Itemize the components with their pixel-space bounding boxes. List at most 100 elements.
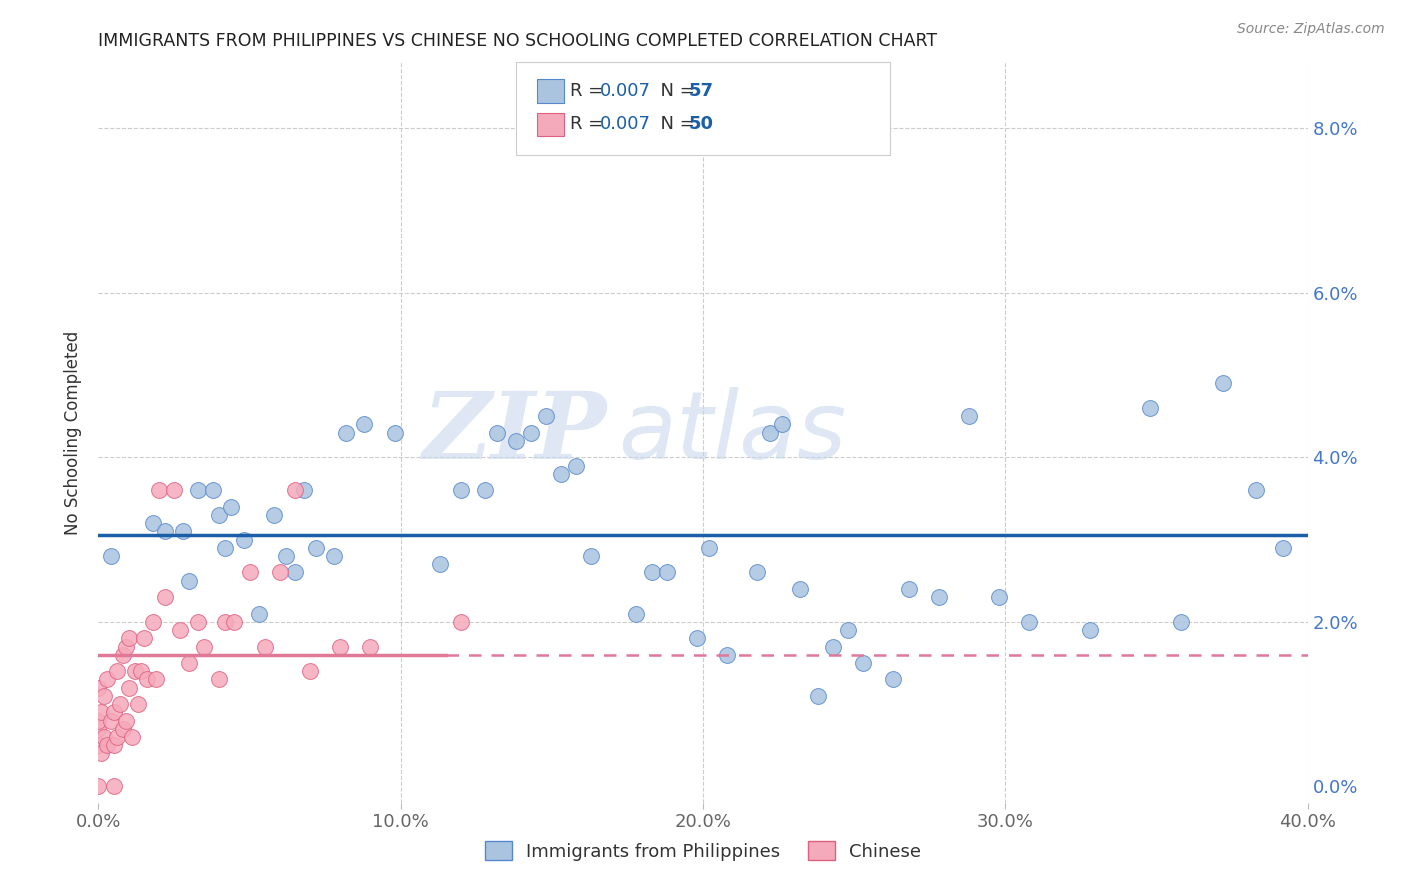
Text: Source: ZipAtlas.com: Source: ZipAtlas.com: [1237, 22, 1385, 37]
Point: [121, 730, 143, 744]
Point: [208, 508, 231, 522]
Point: [172, 524, 194, 539]
Point: [353, 417, 375, 432]
Point: [90, 747, 112, 761]
Point: [93, 689, 115, 703]
Point: [87, 714, 110, 728]
Point: [1272, 541, 1295, 555]
Point: [127, 697, 149, 711]
Bar: [537, 112, 564, 136]
Point: [579, 549, 602, 563]
Point: [565, 458, 588, 473]
Point: [96, 738, 118, 752]
Point: [208, 673, 231, 687]
Point: [486, 425, 509, 440]
Point: [957, 409, 980, 424]
Point: [153, 524, 176, 539]
Point: [329, 640, 352, 654]
Point: [100, 714, 122, 728]
Point: [90, 706, 112, 720]
Point: [716, 648, 738, 662]
Point: [163, 483, 186, 498]
Point: [132, 632, 155, 646]
Y-axis label: No Schooling Completed: No Schooling Completed: [65, 331, 83, 534]
Point: [214, 615, 236, 629]
Point: [179, 574, 201, 588]
Point: [111, 648, 134, 662]
Point: [897, 582, 920, 596]
Point: [655, 566, 678, 580]
Point: [882, 673, 904, 687]
Point: [87, 722, 110, 736]
Point: [505, 434, 527, 448]
Point: [1139, 401, 1161, 415]
Point: [274, 549, 297, 563]
Point: [1078, 623, 1101, 637]
Point: [142, 516, 165, 530]
Point: [1244, 483, 1267, 498]
Point: [187, 615, 209, 629]
Point: [87, 780, 110, 794]
Point: [928, 590, 950, 604]
Point: [193, 640, 215, 654]
Point: [103, 738, 125, 752]
Point: [169, 623, 191, 637]
Point: [697, 541, 720, 555]
FancyBboxPatch shape: [516, 62, 890, 155]
Point: [770, 417, 793, 432]
Legend: Immigrants from Philippines, Chinese: Immigrants from Philippines, Chinese: [478, 834, 928, 868]
Point: [758, 425, 780, 440]
Point: [474, 483, 496, 498]
Point: [135, 673, 157, 687]
Point: [142, 615, 165, 629]
Point: [384, 425, 406, 440]
Point: [305, 541, 328, 555]
Point: [429, 558, 451, 572]
Point: [852, 656, 875, 670]
Point: [100, 549, 122, 563]
Point: [450, 615, 472, 629]
Point: [232, 533, 254, 547]
Point: [284, 483, 307, 498]
Point: [747, 566, 769, 580]
Point: [263, 508, 285, 522]
Point: [1170, 615, 1192, 629]
Text: ZIP: ZIP: [422, 388, 606, 477]
Point: [87, 681, 110, 695]
Text: N =: N =: [648, 115, 700, 133]
Point: [129, 664, 152, 678]
Point: [299, 664, 322, 678]
Point: [114, 714, 136, 728]
Point: [284, 566, 307, 580]
Point: [111, 722, 134, 736]
Point: [103, 706, 125, 720]
Point: [105, 664, 128, 678]
Point: [269, 566, 291, 580]
Point: [450, 483, 472, 498]
Point: [807, 689, 830, 703]
Point: [148, 483, 170, 498]
Point: [335, 425, 357, 440]
Point: [202, 483, 225, 498]
Point: [837, 623, 859, 637]
Text: 0.007: 0.007: [600, 115, 651, 133]
Text: 57: 57: [689, 82, 713, 100]
Point: [153, 590, 176, 604]
Point: [103, 780, 125, 794]
Point: [323, 549, 346, 563]
Text: atlas: atlas: [619, 387, 846, 478]
Point: [214, 541, 236, 555]
Point: [1018, 615, 1040, 629]
Point: [789, 582, 811, 596]
Text: 50: 50: [689, 115, 713, 133]
Point: [239, 566, 262, 580]
Point: [253, 640, 276, 654]
Point: [96, 673, 118, 687]
Point: [550, 467, 572, 481]
Point: [224, 615, 246, 629]
Point: [292, 483, 315, 498]
Point: [93, 730, 115, 744]
Point: [626, 607, 648, 621]
Point: [124, 664, 146, 678]
Point: [534, 409, 557, 424]
